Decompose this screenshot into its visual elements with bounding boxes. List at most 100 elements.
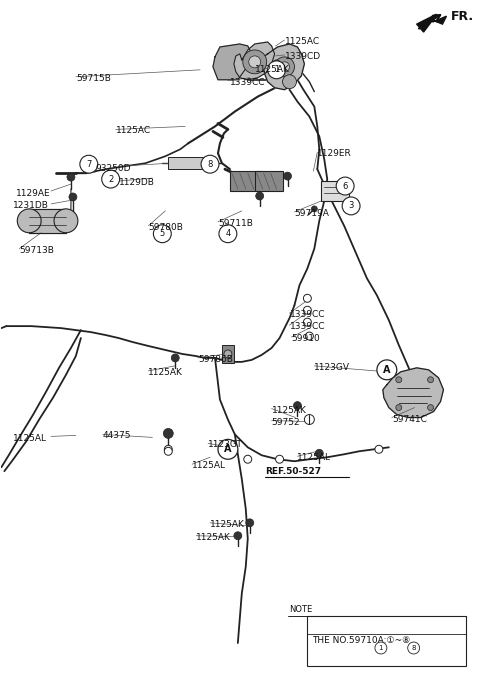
Text: 1231DB: 1231DB — [13, 201, 49, 210]
Circle shape — [218, 440, 238, 460]
Circle shape — [305, 332, 313, 340]
Circle shape — [171, 354, 179, 362]
Text: REF.50-527: REF.50-527 — [264, 467, 321, 476]
Circle shape — [293, 402, 301, 409]
Text: 44375: 44375 — [103, 431, 131, 440]
Text: 8: 8 — [411, 645, 416, 651]
Circle shape — [246, 519, 254, 527]
Bar — [321, 181, 349, 201]
Text: FR.: FR. — [450, 10, 474, 23]
Text: 1339CC: 1339CC — [289, 310, 325, 319]
Circle shape — [164, 447, 172, 455]
Circle shape — [428, 377, 433, 383]
Circle shape — [201, 155, 219, 173]
Circle shape — [54, 209, 78, 233]
Circle shape — [283, 75, 297, 89]
Circle shape — [154, 225, 171, 243]
Text: 1: 1 — [274, 65, 279, 74]
Text: 59719A: 59719A — [294, 209, 329, 218]
Circle shape — [375, 445, 383, 453]
Circle shape — [396, 404, 402, 411]
Text: 1129ER: 1129ER — [317, 150, 352, 158]
Circle shape — [268, 61, 286, 79]
Circle shape — [249, 56, 261, 68]
Text: 7: 7 — [86, 160, 92, 169]
Polygon shape — [29, 209, 66, 233]
Circle shape — [102, 170, 120, 188]
Text: 59713B: 59713B — [19, 246, 54, 255]
Text: 59752: 59752 — [272, 418, 300, 426]
Circle shape — [375, 642, 387, 654]
Text: 1125AC: 1125AC — [116, 127, 151, 136]
Circle shape — [210, 161, 216, 166]
Bar — [222, 345, 234, 363]
Text: 1339CC: 1339CC — [289, 322, 325, 331]
Polygon shape — [417, 14, 446, 32]
Text: 59780B: 59780B — [148, 223, 183, 232]
Bar — [255, 171, 283, 191]
Circle shape — [17, 209, 41, 233]
Polygon shape — [383, 368, 444, 418]
Text: 93250D: 93250D — [96, 164, 131, 173]
Text: 1123GT: 1123GT — [208, 440, 243, 449]
Circle shape — [163, 429, 173, 438]
Text: 59715B: 59715B — [76, 74, 111, 83]
Circle shape — [279, 62, 289, 72]
Circle shape — [428, 404, 433, 411]
Circle shape — [219, 225, 237, 243]
Text: 1339CD: 1339CD — [285, 52, 321, 61]
Circle shape — [244, 455, 252, 463]
Circle shape — [276, 455, 284, 463]
Text: 4: 4 — [225, 229, 230, 238]
Bar — [168, 157, 206, 169]
Text: THE NO.59710A:①~⑧: THE NO.59710A:①~⑧ — [312, 636, 410, 645]
Polygon shape — [213, 44, 252, 80]
Text: 1125AL: 1125AL — [13, 434, 48, 444]
Circle shape — [69, 193, 77, 201]
Text: 59711B: 59711B — [218, 219, 253, 228]
Text: 8: 8 — [207, 160, 213, 169]
Circle shape — [304, 415, 314, 424]
Circle shape — [336, 177, 354, 195]
Text: 1125AK: 1125AK — [210, 520, 245, 529]
Circle shape — [303, 294, 312, 302]
Text: 1125AK: 1125AK — [255, 65, 289, 74]
Text: 3: 3 — [348, 201, 354, 210]
Polygon shape — [263, 44, 304, 90]
Text: NOTE: NOTE — [289, 605, 313, 614]
Circle shape — [275, 57, 294, 76]
Text: 1129AE: 1129AE — [16, 189, 51, 198]
Circle shape — [164, 445, 172, 453]
Circle shape — [312, 206, 317, 212]
Text: 59786B: 59786B — [198, 355, 233, 364]
Text: 1: 1 — [379, 645, 383, 651]
Text: 5: 5 — [160, 229, 165, 238]
Text: 1125AK: 1125AK — [148, 368, 183, 377]
Circle shape — [342, 197, 360, 215]
Circle shape — [67, 173, 75, 181]
Text: 1129DB: 1129DB — [119, 178, 155, 187]
Circle shape — [284, 172, 291, 180]
Circle shape — [315, 449, 323, 457]
Text: 1339CC: 1339CC — [230, 78, 265, 87]
Circle shape — [408, 642, 420, 654]
Bar — [230, 171, 262, 191]
Text: A: A — [224, 444, 232, 454]
Circle shape — [377, 360, 397, 380]
Text: 2: 2 — [108, 174, 113, 183]
Circle shape — [234, 532, 242, 539]
Bar — [307, 616, 467, 666]
Text: 59910: 59910 — [291, 334, 320, 343]
Circle shape — [224, 350, 232, 358]
Text: 6: 6 — [342, 181, 348, 191]
Circle shape — [80, 155, 98, 173]
Text: A: A — [383, 365, 391, 375]
Circle shape — [303, 306, 312, 314]
Text: 59741C: 59741C — [392, 415, 427, 424]
Circle shape — [273, 60, 280, 68]
Circle shape — [256, 192, 264, 200]
Circle shape — [396, 377, 402, 383]
Text: 1125AL: 1125AL — [192, 461, 226, 470]
Text: 1125AK: 1125AK — [196, 533, 231, 542]
Text: 1125AK: 1125AK — [272, 406, 307, 415]
